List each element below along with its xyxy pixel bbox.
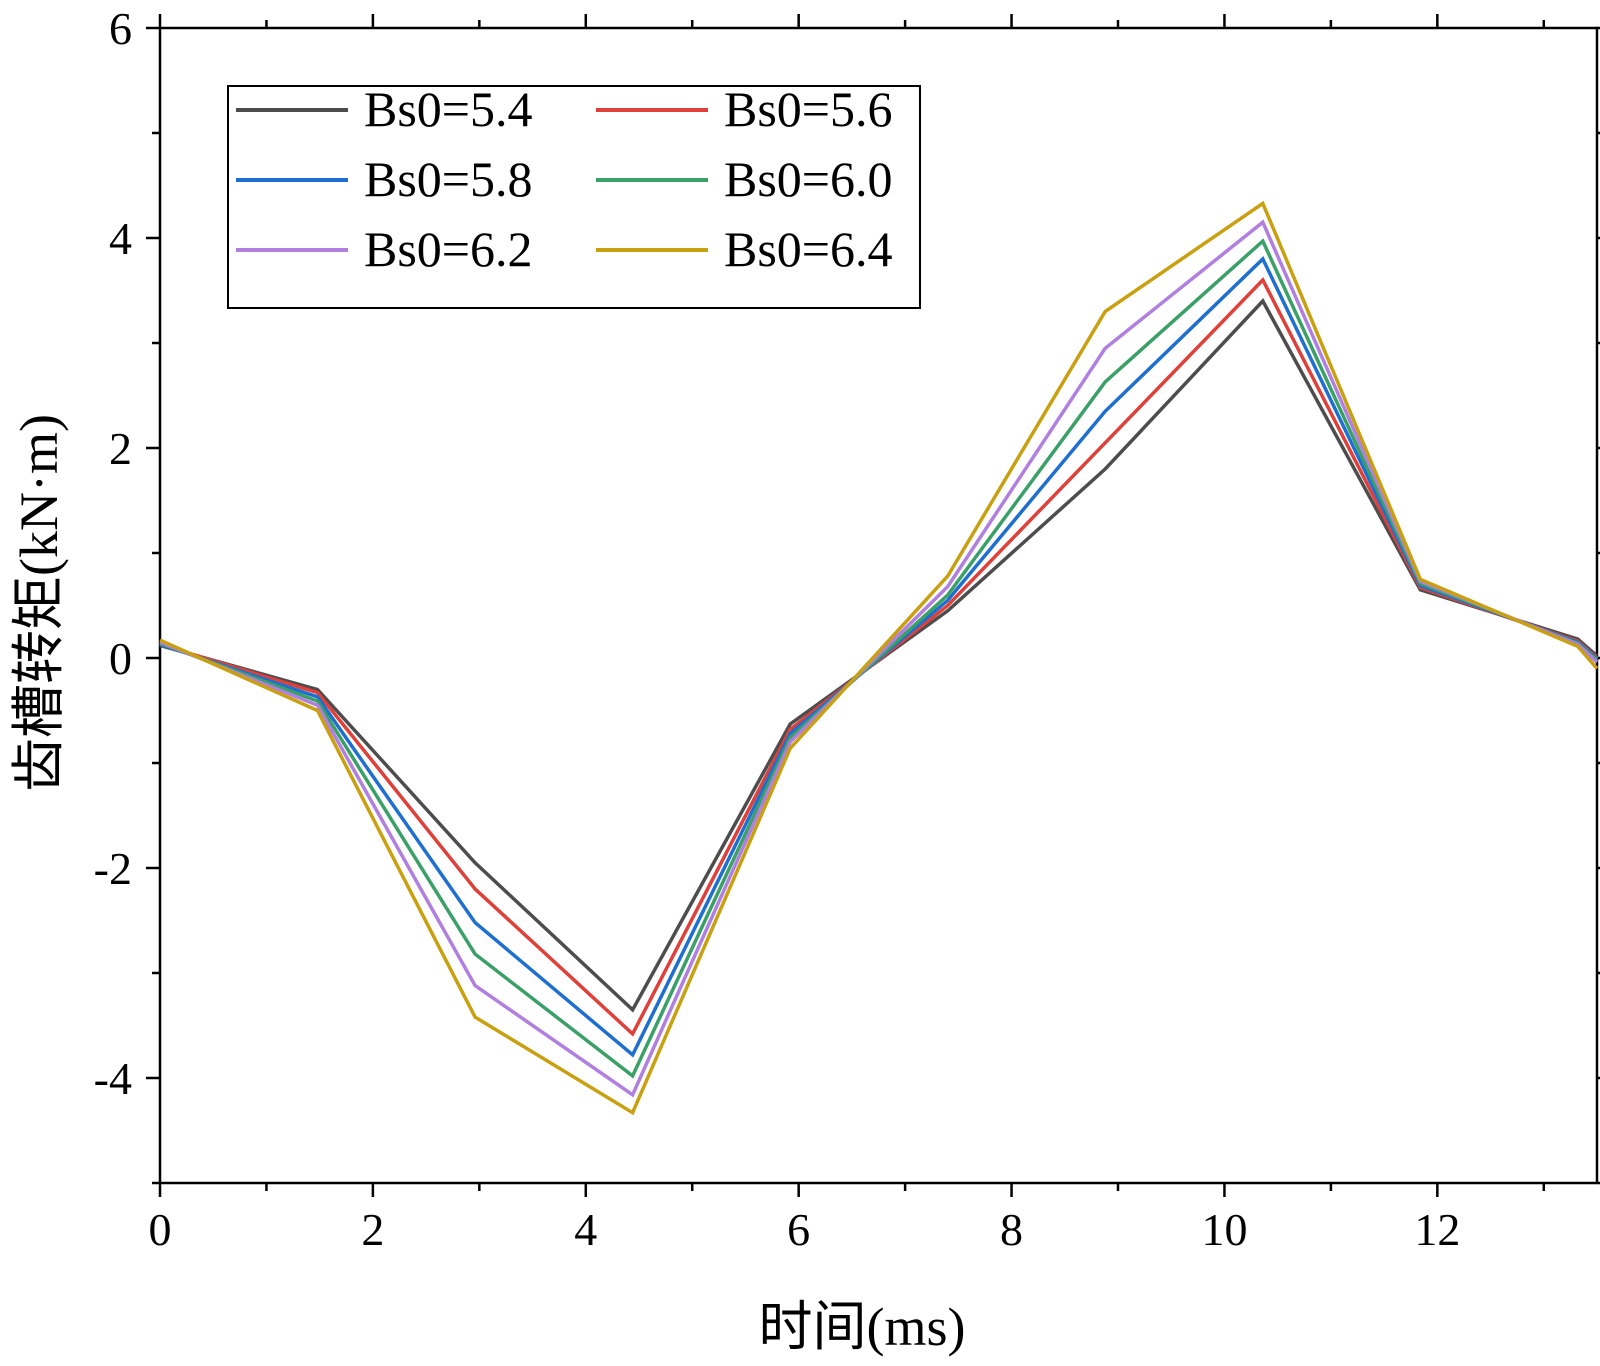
y-tick-label: -2 xyxy=(94,843,132,894)
plot-area xyxy=(158,26,1599,1185)
series-line-6 xyxy=(159,200,1599,1116)
x-axis-label: 时间(ms) xyxy=(759,1297,966,1357)
x-tick-label: 12 xyxy=(1414,1204,1460,1255)
x-tick-label: 2 xyxy=(361,1204,384,1255)
legend-label: Bs0=5.6 xyxy=(724,81,893,137)
axis-ticks: 0 2 4 6 8 10 12 -4 -2 0 2 4 6 xyxy=(94,3,1600,1255)
x-tick-label: 6 xyxy=(787,1204,810,1255)
x-tick-label: 10 xyxy=(1201,1204,1247,1255)
series-line-4 xyxy=(159,238,1599,1079)
series-lines xyxy=(159,200,1599,1116)
legend-label: Bs0=5.4 xyxy=(364,81,533,137)
x-tick-label: 0 xyxy=(149,1204,172,1255)
x-tick-label: 8 xyxy=(1000,1204,1023,1255)
y-tick-label: -4 xyxy=(94,1053,132,1104)
legend-label: Bs0=6.2 xyxy=(364,221,533,277)
legend-box xyxy=(227,85,921,309)
y-axis-label: 齿槽转矩(kN·m) xyxy=(9,414,69,792)
legend-label: Bs0=5.8 xyxy=(364,151,533,207)
legend-label: Bs0=6.4 xyxy=(724,221,893,277)
legend-label: Bs0=6.0 xyxy=(724,151,893,207)
y-tick-label: 0 xyxy=(109,633,132,684)
y-tick-label: 4 xyxy=(109,213,132,264)
y-tick-label: 2 xyxy=(109,423,132,474)
x-tick-label: 4 xyxy=(574,1204,597,1255)
y-tick-label: 6 xyxy=(109,3,132,54)
legend: Bs0=5.4 Bs0=5.6 Bs0=5.8 Bs0=6.0 Bs0=6.2 Bs0=6… xyxy=(227,81,921,309)
plot-frame xyxy=(158,26,1599,1185)
